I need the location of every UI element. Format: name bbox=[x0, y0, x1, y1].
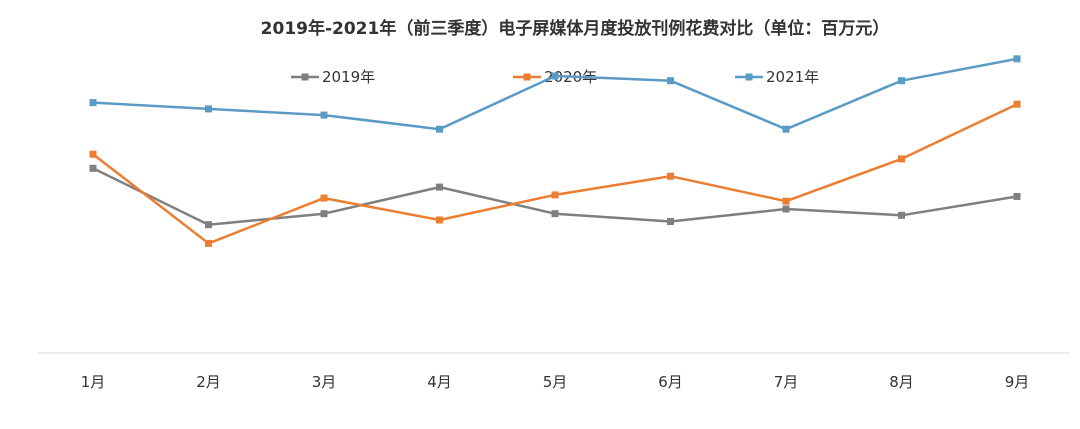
data-point bbox=[1013, 193, 1021, 200]
x-tick-label: 2月 bbox=[196, 373, 221, 391]
data-point bbox=[205, 105, 212, 113]
data-point bbox=[898, 211, 905, 219]
data-point bbox=[205, 239, 212, 247]
x-tick-label: 9月 bbox=[1005, 373, 1030, 391]
data-point bbox=[898, 155, 905, 163]
data-point bbox=[898, 77, 905, 85]
legend-marker-swatch bbox=[745, 73, 753, 81]
data-point bbox=[667, 218, 674, 225]
x-tick-label: 8月 bbox=[889, 373, 914, 391]
data-point bbox=[551, 210, 559, 218]
legend-marker-swatch bbox=[523, 73, 531, 81]
data-point bbox=[551, 72, 559, 80]
data-point bbox=[782, 205, 790, 213]
x-tick-label: 5月 bbox=[543, 373, 568, 391]
series-group bbox=[89, 55, 1021, 133]
data-point bbox=[320, 111, 328, 119]
chart-title: 2019年-2021年（前三季度）电子屏媒体月度投放刊例花费对比（单位：百万元） bbox=[260, 19, 890, 39]
x-tick-label: 3月 bbox=[312, 373, 337, 391]
data-point bbox=[436, 183, 443, 191]
data-point bbox=[782, 197, 790, 205]
series-group bbox=[89, 100, 1021, 247]
x-axis-tick-labels: 1月 2月 3月 4月 5月 6月 7月 8月 9月 bbox=[81, 373, 1030, 391]
legend-marker-swatch bbox=[301, 73, 309, 81]
data-point bbox=[89, 164, 97, 172]
series-group bbox=[89, 164, 1021, 229]
legend: 2019年 2020年 2021年 bbox=[291, 68, 819, 86]
data-point bbox=[1013, 100, 1021, 108]
x-tick-label: 1月 bbox=[81, 373, 106, 391]
data-point bbox=[320, 194, 328, 202]
legend-label: 2021年 bbox=[766, 68, 819, 86]
data-point bbox=[436, 125, 443, 133]
data-point bbox=[551, 191, 559, 199]
data-point bbox=[667, 77, 674, 85]
x-tick-label: 7月 bbox=[774, 373, 799, 391]
data-point bbox=[1013, 55, 1021, 63]
data-point bbox=[89, 99, 97, 107]
x-tick-label: 4月 bbox=[427, 373, 452, 391]
legend-label: 2019年 bbox=[322, 68, 375, 86]
legend-item: 2021年 bbox=[735, 68, 819, 86]
data-point bbox=[436, 216, 443, 224]
x-tick-label: 6月 bbox=[658, 373, 683, 391]
data-point bbox=[320, 210, 328, 218]
data-point bbox=[667, 172, 674, 180]
series-layer bbox=[89, 55, 1021, 247]
data-point bbox=[782, 125, 790, 133]
legend-item: 2019年 bbox=[291, 68, 375, 86]
data-point bbox=[205, 221, 212, 229]
data-point bbox=[89, 150, 97, 158]
